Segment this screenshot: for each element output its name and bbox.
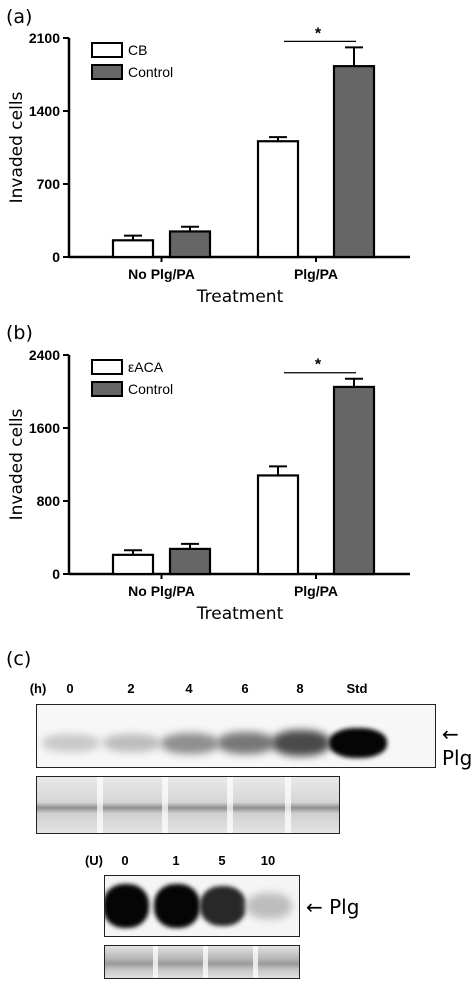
chart1-bar-treatment — [256, 140, 300, 259]
lane-label: 5 — [218, 853, 226, 868]
chart2-x-tick-label: Plg/PA — [294, 583, 338, 599]
blot2-loading-control — [104, 945, 300, 979]
lane-label: 2 — [127, 681, 135, 696]
chart2-bar-treatment — [111, 553, 155, 576]
lane-label: 1 — [172, 853, 180, 868]
chart2-legend-label: εACA — [128, 359, 164, 375]
protein-band — [103, 734, 161, 752]
chart1-y-tick-label: 2100 — [29, 30, 60, 46]
protein-band — [154, 884, 200, 928]
chart2-bar-treatment — [256, 474, 300, 576]
chart2-significance-star: * — [315, 357, 322, 374]
lane-label: 6 — [241, 681, 249, 696]
chart1-legend-swatch — [91, 42, 123, 58]
chart2-legend-label: Control — [128, 381, 173, 397]
panel-c-label: (c) — [6, 648, 32, 670]
blot1-image — [36, 704, 436, 768]
chart1-legend-label: Control — [128, 64, 173, 80]
chart2-y-tick-label: 1600 — [29, 420, 60, 436]
lane-label: 10 — [260, 853, 276, 868]
chart2-y-tick-label: 2400 — [29, 347, 60, 363]
protein-band — [42, 734, 100, 752]
protein-band — [200, 885, 246, 927]
lane-label: 0 — [66, 681, 74, 696]
panel-b-label: (b) — [6, 322, 33, 344]
protein-band — [246, 892, 292, 920]
chart2-y-axis-label: Invaded cells — [7, 408, 27, 520]
chart2-bar-control — [332, 385, 376, 576]
chart2-x-tick-label: No Plg/PA — [128, 583, 195, 599]
chart1-x-tick-label: No Plg/PA — [128, 266, 195, 282]
chart1-legend-swatch — [91, 64, 123, 80]
chart1-y-tick-label: 1400 — [29, 103, 60, 119]
arrow-left-icon: ← — [306, 895, 330, 919]
chart2-legend-swatch — [91, 359, 123, 375]
protein-band — [161, 732, 219, 754]
protein-band — [329, 728, 387, 758]
blot1-unit-label: (h) — [29, 681, 47, 696]
chart1-x-axis-label: Treatment — [196, 287, 284, 307]
lane-label: 4 — [185, 681, 193, 696]
lane-label: Std — [346, 681, 368, 696]
blot2-target-label: ← Plg — [306, 895, 360, 919]
chart1-bar-treatment — [111, 239, 155, 259]
panel-a-label: (a) — [6, 6, 33, 28]
chart1-legend-label: CB — [128, 42, 147, 58]
chart2-y-tick-label: 800 — [37, 493, 61, 509]
protein-band — [105, 884, 149, 928]
protein-band — [217, 731, 275, 755]
chart2-bar-control — [168, 547, 212, 576]
arrow-left-icon: ← — [442, 722, 459, 746]
protein-band — [272, 730, 330, 756]
chart1-significance-star: * — [315, 25, 322, 42]
chart2-x-axis-label: Treatment — [196, 604, 284, 624]
chart1-y-tick-label: 700 — [37, 176, 61, 192]
blot1-target-label: ← Plg — [442, 722, 472, 770]
chart1-bar-control — [168, 230, 212, 259]
blot2-image — [104, 875, 300, 937]
bar-charts: 0 700 1400 2100 Invaded cells No Plg/PA Plg/PA… — [7, 25, 410, 624]
chart2-legend-swatch — [91, 381, 123, 397]
blot2-unit-label: (U) — [84, 853, 104, 868]
lane-label: 0 — [121, 853, 129, 868]
chart1-x-tick-label: Plg/PA — [294, 266, 338, 282]
chart1-y-axis-label: Invaded cells — [7, 91, 27, 203]
chart1-y-tick-label: 0 — [52, 249, 60, 265]
chart2-y-tick-label: 0 — [52, 566, 60, 582]
blot1-loading-control — [36, 776, 340, 834]
lane-label: 8 — [296, 681, 304, 696]
chart1-bar-control — [332, 65, 376, 259]
